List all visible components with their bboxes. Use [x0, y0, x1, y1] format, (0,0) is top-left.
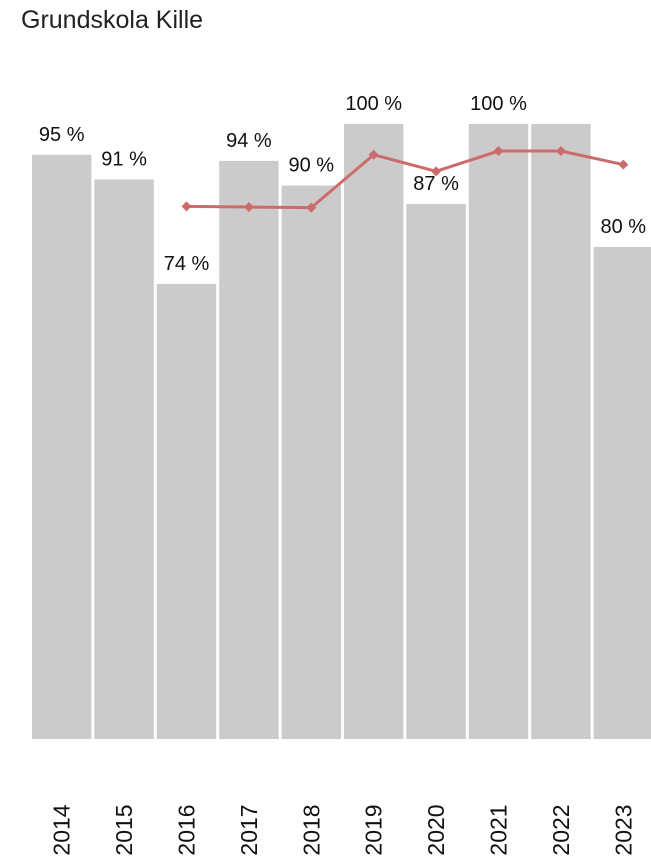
x-tick-2022: 2022	[548, 804, 574, 855]
data-label-2021: 100 %	[470, 93, 527, 115]
trend-line	[186, 149, 624, 210]
data-label-2018: 90 %	[289, 155, 335, 177]
x-tick-2018: 2018	[298, 804, 324, 855]
data-label-2023: 80 %	[601, 216, 647, 238]
bar-2017	[219, 160, 279, 739]
x-tick-2020: 2020	[423, 804, 449, 855]
bar-2016	[156, 283, 217, 739]
trend-marker-2016	[181, 201, 192, 212]
data-label-2014: 95 %	[39, 124, 85, 146]
line-series-group	[181, 146, 629, 213]
x-tick-2023: 2023	[610, 804, 636, 855]
trend-marker-2021	[493, 146, 504, 157]
trend-marker-2022	[555, 146, 566, 157]
data-label-2020: 87 %	[413, 173, 459, 195]
trend-marker-2020	[431, 166, 442, 177]
data-label-2019: 100 %	[345, 93, 402, 115]
trend-marker-2017	[243, 202, 254, 213]
x-tick-2014: 2014	[49, 804, 75, 855]
bar-2019	[344, 124, 404, 739]
data-label-2015: 91 %	[101, 148, 147, 170]
x-tick-2021: 2021	[486, 804, 512, 855]
bar-2018	[281, 185, 341, 739]
bar-2014	[32, 154, 92, 739]
data-label-2016: 74 %	[164, 253, 210, 275]
bar-2020	[406, 203, 466, 739]
trend-marker-2018	[306, 202, 317, 213]
x-tick-2017: 2017	[236, 804, 262, 855]
bar-2021	[468, 124, 529, 739]
bar-2022	[531, 124, 591, 739]
x-axis-ticks: 2014 2015 2016 2017 2018 2019 2020 2021 2022 2023	[49, 804, 637, 855]
chart-title: Grundskola Kille	[21, 6, 204, 34]
x-tick-2016: 2016	[174, 804, 200, 855]
trend-marker-2019	[368, 149, 379, 160]
bars-group	[32, 124, 651, 740]
bar-2015	[94, 179, 154, 740]
x-tick-2019: 2019	[361, 804, 387, 855]
data-labels-group: 95 % 91 % 74 % 94 % 90 % 100 % 87 % 100 % 80 %	[39, 93, 646, 275]
x-tick-2015: 2015	[111, 804, 137, 855]
data-label-2017: 94 %	[226, 130, 272, 152]
trend-marker-2023	[618, 159, 629, 170]
bar-2023	[593, 247, 651, 739]
